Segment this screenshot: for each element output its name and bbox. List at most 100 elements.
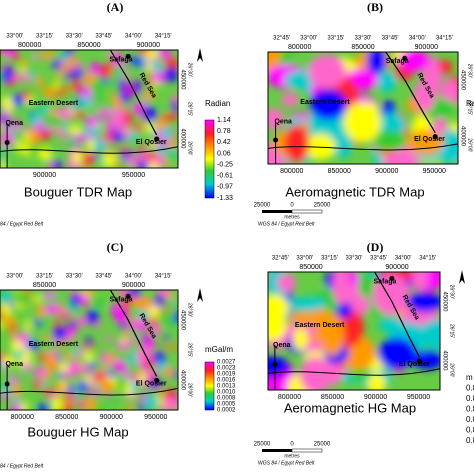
- town-dot: [416, 358, 422, 364]
- map-blob: [82, 72, 95, 86]
- map-blob: [64, 50, 74, 57]
- scale-left: 25000: [254, 203, 271, 209]
- map-blob: [89, 62, 100, 75]
- map-blob: [126, 403, 134, 410]
- map-blob: [164, 366, 174, 379]
- map-blob: [165, 57, 178, 67]
- map-blob: [9, 376, 20, 383]
- colorbar-cut: m: [466, 373, 473, 382]
- place-label: Qena: [5, 361, 23, 368]
- map-blob: [95, 110, 108, 117]
- map-blob: [122, 326, 128, 338]
- y-coord: 450000: [179, 310, 185, 331]
- x-coord-top: 850000: [299, 264, 322, 271]
- map-blob: [123, 140, 129, 147]
- map-blob: [54, 71, 67, 78]
- town-dot: [432, 134, 438, 140]
- colorbar-tick: -0.25: [217, 161, 233, 168]
- map-blob: [0, 112, 14, 118]
- credit: 84 / Egypt Red Belt: [0, 463, 44, 469]
- map-blob: [68, 321, 78, 329]
- place-label: Qena: [274, 118, 292, 125]
- map-blob: [68, 125, 82, 134]
- x-coord-bottom: 950000: [144, 414, 167, 421]
- map-blob: [165, 312, 177, 318]
- map-blob: [38, 148, 52, 160]
- x-coord-bottom: 950000: [122, 172, 145, 179]
- map-blob: [283, 70, 317, 89]
- map-blob: [171, 101, 178, 112]
- lon-label: 32°45': [273, 36, 290, 42]
- x-coord-bottom: 950000: [423, 168, 446, 175]
- lat-label: 26°30': [467, 64, 473, 78]
- map-blob: [367, 373, 386, 390]
- colorbar-cut: 0.8: [466, 405, 474, 414]
- lat-label: 26°00': [449, 363, 455, 377]
- place-label: Eastern Desert: [295, 322, 345, 329]
- lon-label: 33°45': [370, 256, 387, 262]
- lon-label: 33°15': [321, 256, 338, 262]
- map-blob: [141, 91, 156, 100]
- map-blob: [56, 373, 66, 379]
- map-blob: [73, 112, 86, 119]
- panel-label: (D): [367, 240, 384, 254]
- map-blob: [44, 127, 54, 133]
- lon-label: 33°15': [36, 274, 53, 280]
- scale-bar: [291, 448, 323, 453]
- map-blob: [42, 291, 57, 298]
- map-panel: (B) 32°45' 33°00' 33°15' 33°30' 33°45' 34°00' 3…: [254, 0, 474, 227]
- map-blob: [155, 294, 166, 306]
- map-blob: [412, 350, 440, 370]
- map-blob: [111, 132, 126, 142]
- x-coord-bottom: 800000: [11, 414, 34, 421]
- map-blob: [88, 82, 102, 96]
- map-blob: [88, 126, 102, 135]
- map-blob: [30, 112, 39, 127]
- x-coord-bottom: 850000: [328, 168, 351, 175]
- lat-label: 26°30': [449, 285, 455, 299]
- map-blob: [60, 123, 69, 131]
- colorbar-cut: 0.8: [466, 436, 474, 445]
- map-title: Aeromagnetic TDR Map: [285, 184, 424, 199]
- map-blob: [375, 113, 407, 137]
- lon-label: 33°00': [296, 256, 313, 262]
- lat-label: 26°15': [449, 324, 455, 338]
- map-blob: [45, 338, 56, 353]
- map-blob: [281, 92, 299, 107]
- map-blob: [28, 71, 36, 81]
- map-blob: [52, 59, 62, 70]
- map-blob: [7, 317, 17, 327]
- map-blob: [117, 71, 123, 77]
- scale-unit: metres: [284, 214, 300, 220]
- map-blob: [25, 319, 31, 332]
- map-blob: [0, 304, 11, 311]
- colorbar-tick: -1.33: [217, 195, 233, 202]
- map-blob: [36, 75, 43, 89]
- map-blob: [336, 301, 353, 319]
- map-blob: [63, 352, 73, 361]
- map-raster: [0, 290, 178, 410]
- place-label: El Qosier: [136, 139, 167, 146]
- map-blob: [129, 55, 138, 65]
- map-blob: [85, 316, 99, 325]
- panel-label: (A): [107, 0, 124, 14]
- map-blob: [40, 381, 49, 389]
- map-blob: [155, 154, 165, 168]
- map-blob: [82, 290, 96, 295]
- map-blob: [0, 155, 4, 163]
- map-blob: [135, 290, 142, 298]
- coast: [109, 290, 158, 377]
- map-raster: [268, 272, 440, 390]
- colorbar-cut: Ra: [466, 99, 474, 108]
- map-panel: (A) 33°00' 33°15' 33°30' 33°45' 34°00' 34°15' 8…: [0, 0, 233, 227]
- map-blob: [28, 129, 39, 145]
- lon-label: 33°00': [6, 34, 23, 40]
- map-blob: [32, 296, 43, 302]
- map-blob: [169, 338, 178, 353]
- colorbar-tick: 0.0019: [217, 372, 236, 378]
- map-blob: [60, 109, 74, 120]
- map-blob: [130, 125, 146, 131]
- place-label: Qena: [273, 342, 291, 349]
- colorbar-tick: 1.14: [217, 117, 231, 124]
